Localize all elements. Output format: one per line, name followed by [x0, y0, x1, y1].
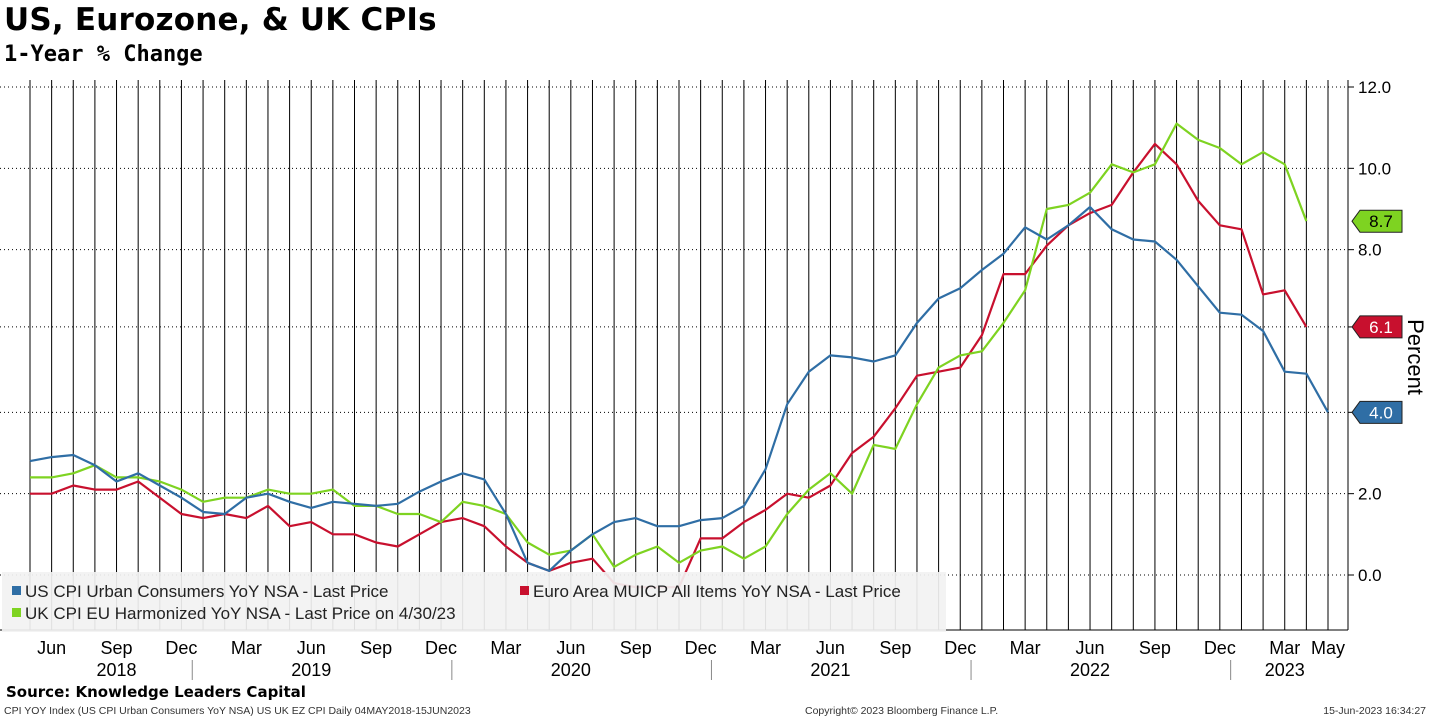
- x-year-label: 2023: [1265, 660, 1305, 680]
- x-tick-label: Jun: [556, 638, 585, 658]
- x-tick-label: Sep: [879, 638, 911, 658]
- x-tick-label: Sep: [620, 638, 652, 658]
- euro-legend-label: Euro Area MUICP All Items YoY NSA - Last…: [533, 582, 901, 601]
- x-tick-label: Dec: [425, 638, 457, 658]
- euro-value-tag: [1351, 315, 1403, 339]
- x-tick-label: Sep: [101, 638, 133, 658]
- x-year-label: 2021: [810, 660, 850, 680]
- uk-value-tag: [1351, 209, 1403, 233]
- uk-legend-swatch: [12, 608, 21, 617]
- y-axis-label: Percent: [1403, 319, 1428, 395]
- us-legend-swatch: [12, 586, 21, 595]
- y-tick-label: 8.0: [1358, 241, 1382, 260]
- uk-value-tag-label: 8.7: [1369, 212, 1393, 231]
- ticker-line: CPI YOY Index (US CPI Urban Consumers Yo…: [4, 705, 471, 717]
- x-tick-label: Dec: [165, 638, 197, 658]
- x-tick-label: Dec: [1204, 638, 1236, 658]
- y-tick-label: 2.0: [1358, 485, 1382, 504]
- us-series-line: [29, 205, 1329, 573]
- y-tick-label: 10.0: [1358, 159, 1391, 178]
- x-tick-label: Dec: [685, 638, 717, 658]
- x-tick-label: Sep: [360, 638, 392, 658]
- legend-box: [2, 572, 946, 632]
- uk-series-line: [30, 122, 1308, 569]
- legend: US CPI Urban Consumers YoY NSA - Last Pr…: [2, 572, 946, 632]
- x-year-label: 2020: [551, 660, 591, 680]
- x-tick-label: Mar: [490, 638, 521, 658]
- x-tick-label: Mar: [1269, 638, 1300, 658]
- x-tick-label: Mar: [1010, 638, 1041, 658]
- y-axis: 0.0 2.0 8.0 10.0 12.0: [1348, 78, 1391, 585]
- x-tick-label: Jun: [37, 638, 66, 658]
- x-year-label: 2018: [97, 660, 137, 680]
- x-year-label: 2022: [1070, 660, 1110, 680]
- euro-series-line: [30, 142, 1308, 589]
- x-tick-label: Jun: [297, 638, 326, 658]
- vertical-gridlines: [0, 80, 1349, 631]
- x-tick-label: Mar: [750, 638, 781, 658]
- copyright-note: Copyright© 2023 Bloomberg Finance L.P.: [805, 705, 999, 717]
- x-tick-label: Mar: [231, 638, 262, 658]
- x-tick-label: Dec: [944, 638, 976, 658]
- chart-title: US, Eurozone, & UK CPIs: [4, 2, 437, 38]
- us-value-tag-label: 4.0: [1369, 403, 1393, 422]
- us-value-tag: [1351, 400, 1403, 424]
- chart-subtitle: 1-Year % Change: [4, 42, 203, 67]
- x-tick-label: May: [1311, 638, 1345, 658]
- euro-legend-swatch: [520, 586, 529, 595]
- us-legend-label: US CPI Urban Consumers YoY NSA - Last Pr…: [25, 582, 388, 601]
- x-tick-label: Jun: [1076, 638, 1105, 658]
- timestamp: 15-Jun-2023 16:34:27: [1323, 705, 1426, 717]
- y-tick-label: 12.0: [1358, 78, 1391, 97]
- x-tick-label: Sep: [1139, 638, 1171, 658]
- x-year-label: 2019: [291, 660, 331, 680]
- uk-legend-label: UK CPI EU Harmonized YoY NSA - Last Pric…: [25, 604, 456, 623]
- x-axis: Jun Sep Dec Mar Jun Sep Dec Mar Jun Sep Dec Mar Jun S…: [37, 638, 1345, 680]
- y-tick-label: 0.0: [1358, 566, 1382, 585]
- source-note: Source: Knowledge Leaders Capital: [6, 683, 306, 701]
- x-tick-label: Jun: [816, 638, 845, 658]
- euro-value-tag-label: 6.1: [1369, 318, 1393, 337]
- last-value-tags: 8.7 6.1 4.0: [1351, 209, 1403, 424]
